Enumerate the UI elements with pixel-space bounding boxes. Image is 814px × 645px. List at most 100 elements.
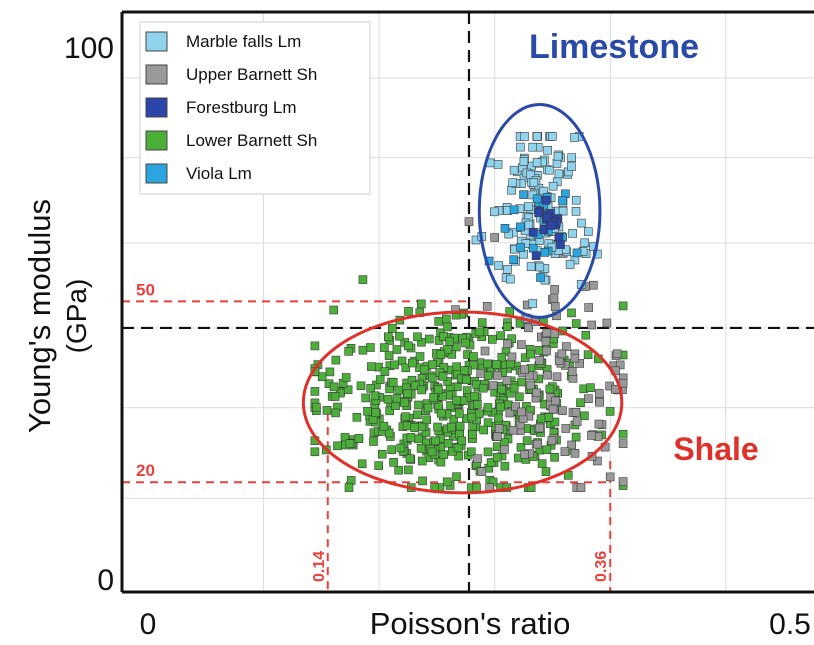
- scatter-point: [540, 248, 550, 257]
- scatter-point: [446, 401, 455, 410]
- scatter-point: [502, 376, 512, 385]
- scatter-point: [394, 465, 404, 475]
- scatter-point: [392, 345, 402, 354]
- scatter-point: [509, 255, 519, 264]
- scatter-point: [583, 227, 593, 236]
- scatter-point: [490, 233, 500, 242]
- scatter-point: [439, 450, 449, 459]
- shale-label: Shale: [673, 431, 758, 467]
- scatter-point: [541, 467, 551, 476]
- scatter-point: [431, 436, 440, 446]
- scatter-point: [461, 338, 470, 348]
- scatter-point: [526, 349, 536, 359]
- scatter-point: [558, 206, 568, 216]
- scatter-point: [493, 413, 503, 423]
- scatter-point: [541, 196, 551, 205]
- scatter-point: [488, 381, 498, 390]
- scatter-point: [436, 350, 446, 359]
- scatter-point: [562, 342, 571, 351]
- scatter-point: [571, 407, 581, 417]
- scatter-point: [417, 456, 427, 466]
- scatter-point: [514, 392, 524, 402]
- scatter-point: [511, 402, 520, 412]
- scatter-point: [581, 330, 591, 340]
- scatter-point: [543, 146, 552, 155]
- scatter-point: [403, 389, 412, 398]
- scatter-point: [503, 339, 512, 349]
- scatter-point: [480, 346, 490, 356]
- scatter-point: [389, 457, 398, 467]
- scatter-point: [516, 142, 525, 152]
- scatter-point: [546, 221, 556, 230]
- scatter-point: [519, 190, 528, 199]
- scatter-point: [528, 142, 538, 152]
- scatter-point: [509, 383, 519, 393]
- scatter-point: [519, 157, 529, 166]
- scatter-point: [587, 431, 596, 440]
- scatter-point: [375, 375, 385, 384]
- scatter-point: [580, 238, 589, 248]
- scatter-point: [406, 433, 416, 442]
- scatter-point: [593, 456, 602, 466]
- scatter-point: [557, 349, 567, 359]
- scatter-point: [452, 362, 462, 372]
- scatter-point: [568, 374, 578, 383]
- scatter-point: [516, 243, 525, 252]
- scatter-point: [536, 273, 545, 282]
- scatter-point: [427, 447, 437, 457]
- scatter-point: [605, 472, 615, 482]
- y-tick-label: 0: [97, 564, 114, 597]
- scatter-point: [390, 360, 399, 370]
- scatter-point: [571, 207, 581, 216]
- scatter-point: [618, 301, 628, 311]
- scatter-point: [356, 381, 366, 391]
- scatter-point: [380, 343, 389, 352]
- scatter-point: [505, 274, 515, 284]
- scatter-point: [602, 318, 612, 328]
- red-line-label: 50: [136, 280, 155, 299]
- scatter-point: [553, 151, 563, 161]
- legend: Marble falls Lm Upper Barnett Sh Forestbur…: [145, 31, 317, 184]
- scatter-point: [429, 392, 438, 402]
- scatter-point: [377, 449, 387, 459]
- scatter-point: [366, 384, 376, 393]
- scatter-point: [478, 383, 488, 393]
- legend-swatch: [145, 64, 168, 85]
- scatter-point: [310, 447, 320, 457]
- scatter-point: [605, 407, 615, 416]
- scatter-point: [322, 406, 332, 415]
- scatter-point: [577, 218, 586, 228]
- scatter-point: [502, 322, 512, 332]
- scatter-point: [434, 317, 444, 326]
- scatter-point: [414, 434, 423, 444]
- scatter-point: [380, 367, 390, 376]
- scatter-point: [532, 388, 541, 398]
- scatter-point: [500, 224, 510, 233]
- scatter-point: [492, 371, 502, 380]
- scatter-point: [572, 417, 582, 427]
- red-line-label: 20: [136, 461, 155, 480]
- scatter-point: [443, 322, 452, 332]
- x-tick-label: 0.5: [769, 608, 811, 641]
- scatter-point: [537, 459, 547, 468]
- scatter-point: [383, 332, 393, 342]
- scatter-point: [580, 411, 589, 421]
- scatter-point: [352, 412, 362, 422]
- scatter-point: [387, 324, 397, 333]
- scatter-point: [422, 415, 432, 425]
- scatter-point: [451, 342, 461, 352]
- ellipses: [301, 103, 624, 495]
- scatter-point: [543, 370, 552, 380]
- y-axis-title: Young's modulus: [22, 199, 57, 433]
- scatter-point: [615, 360, 625, 370]
- scatter-point: [438, 372, 448, 381]
- scatter-point: [419, 365, 429, 375]
- scatter-point: [475, 327, 485, 337]
- scatter-point: [428, 360, 437, 369]
- scatter-point: [469, 391, 479, 401]
- scatter-point: [358, 275, 368, 284]
- scatter-point: [346, 476, 356, 485]
- scatter-point: [552, 159, 562, 168]
- scatter-point: [565, 260, 575, 269]
- scatter-point: [401, 412, 410, 422]
